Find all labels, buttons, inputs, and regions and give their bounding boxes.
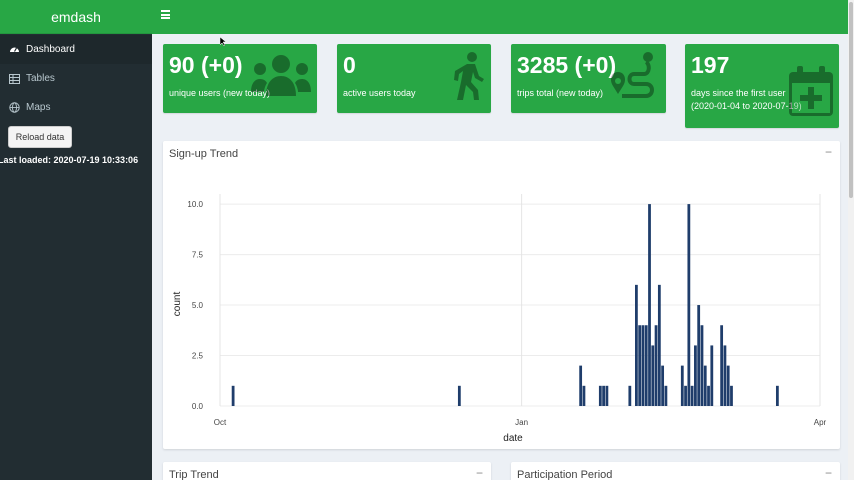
chart-bar [700,325,704,406]
value-box-value: 90 (+0) [169,52,243,78]
sidebar-item-maps[interactable]: Maps [0,93,152,122]
chart-bar [730,385,733,406]
route-icon [610,52,654,98]
brand-logo[interactable]: emdash [0,0,152,34]
chart-bar [638,325,642,406]
chart-bar [694,345,697,406]
chart-bar [720,325,724,406]
sidebar-item-tables[interactable]: Tables [0,64,152,93]
reload-data-button[interactable]: Reload data [8,126,72,148]
chart-bar [707,385,710,406]
chart-bar [697,305,701,406]
chart-bar [579,365,583,406]
value-box-label: active users today [343,88,416,98]
value-box-value: 197 [691,52,730,78]
chart-bar [582,385,586,406]
chart-bar [457,385,461,406]
value-box-label: unique users (new today) [169,88,271,98]
y-tick-label: 10.0 [187,200,203,209]
sidebar: emdash Dashboard Tables Maps Reload data… [0,0,152,480]
value-box-days-since: 197 days since the first user (2020-01-0… [685,44,839,128]
chart-bar [648,204,651,406]
users-icon [251,55,311,96]
scrollbar-thumb[interactable] [849,2,853,198]
chart-bar [775,385,779,406]
chart-bar [680,365,684,406]
y-tick-label: 5.0 [192,301,204,310]
box-title: Trip Trend [169,469,219,480]
y-tick-label: 2.5 [192,352,204,361]
globe-icon [9,102,20,113]
chart-bar [687,204,691,406]
chart-bar [723,345,727,406]
walking-icon [454,52,484,100]
signup-trend-chart: 0.0 2.5 5.0 7.5 10.0 Oct Jan Apr date count [172,194,827,444]
sidebar-item-label: Dashboard [26,44,75,55]
box-title: Participation Period [517,469,613,480]
chart-bar [726,365,730,406]
box-title: Sign-up Trend [169,148,239,160]
chart-bar [644,325,648,406]
collapse-button[interactable]: − [475,466,483,480]
tachometer-icon [9,44,20,55]
chart-bar [703,365,707,406]
hamburger-menu-icon[interactable] [161,10,170,19]
chart-bar [635,284,638,406]
value-box-label: days since the first user (2020-01-04 to… [691,87,802,113]
sidebar-item-label: Tables [26,73,55,84]
x-axis-title: date [503,433,523,444]
table-icon [9,73,20,84]
sidebar-item-label: Maps [26,102,51,113]
chart-bar [651,345,655,406]
chart-bar [602,385,605,406]
chart-bar [628,385,632,406]
value-box-trips: 3285 (+0) trips total (new today) [511,44,666,113]
x-tick-label: Jan [515,418,528,427]
value-box-label-line1: days since the first user [691,88,786,98]
chart-bar [654,325,658,406]
chart-bar [605,385,609,406]
value-box-value: 0 [343,52,356,78]
chart-bar [657,284,661,406]
last-loaded-text: Last loaded: 2020-07-19 10:33:06 [0,155,139,165]
collapse-button[interactable]: − [824,145,832,159]
sidebar-item-dashboard[interactable]: Dashboard [0,35,152,64]
value-box-label-line2: (2020-01-04 to 2020-07-19) [691,101,802,111]
collapse-button[interactable]: − [824,466,832,480]
value-box-active-users: 0 active users today [337,44,491,113]
value-box-label: trips total (new today) [517,88,604,98]
participation-period-box: Participation Period − [511,462,840,480]
trip-trend-box: Trip Trend − [163,462,491,480]
x-tick-label: Oct [214,418,227,427]
value-box-value: 3285 (+0) [517,52,617,78]
top-header [152,0,854,34]
y-axis-title: count [172,292,183,317]
chart-bar [641,325,645,406]
y-tick-label: 7.5 [192,251,204,260]
calendar-plus-icon [789,66,833,116]
chart-bar [690,385,694,406]
chart-bar [231,385,235,406]
chart-bar [710,345,714,406]
y-tick-label: 0.0 [192,402,204,411]
signup-trend-box: Sign-up Trend − 0.0 2.5 5.0 7.5 10.0 Oct Jan Ap… [163,141,840,449]
x-tick-label: Apr [814,418,827,427]
chart-bar [684,385,687,406]
value-box-unique-users: 90 (+0) unique users (new today) [163,44,317,113]
page-scrollbar[interactable] [848,0,854,480]
chart-bar [661,365,665,406]
chart-bar [664,385,668,406]
mouse-cursor-icon [220,37,226,46]
chart-bar [598,385,602,406]
